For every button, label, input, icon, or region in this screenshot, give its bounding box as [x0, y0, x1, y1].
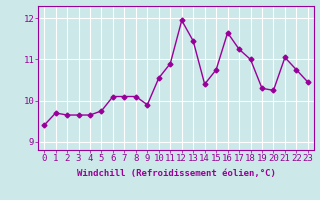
X-axis label: Windchill (Refroidissement éolien,°C): Windchill (Refroidissement éolien,°C) [76, 169, 276, 178]
